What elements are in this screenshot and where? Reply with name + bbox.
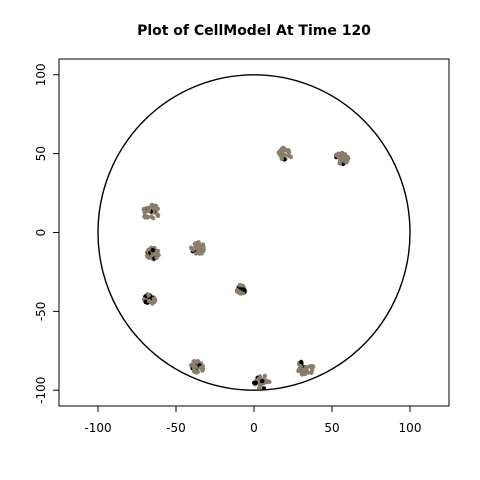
cell-cluster <box>296 359 316 377</box>
cell-point <box>310 364 316 369</box>
cell-point <box>155 213 160 218</box>
y-tick-label: 50 <box>34 146 48 161</box>
x-tick-label: 50 <box>324 421 339 435</box>
cell-point <box>197 248 202 253</box>
cell-cluster <box>141 292 158 306</box>
cell-point <box>193 251 199 256</box>
cell-point <box>253 380 258 386</box>
cell-point <box>142 209 147 214</box>
cell-cluster <box>144 245 161 262</box>
cell-point <box>299 359 304 365</box>
cell-point <box>200 366 206 372</box>
x-tick-label: 0 <box>250 421 258 435</box>
cell-point <box>150 248 156 253</box>
cell-point <box>345 156 351 161</box>
cell-point <box>304 366 309 371</box>
cell-point <box>190 247 195 252</box>
cell-point <box>145 215 150 220</box>
y-tick-label: 0 <box>34 229 48 237</box>
cell-point <box>340 152 345 158</box>
x-tick-label: -100 <box>84 421 111 435</box>
cell-point <box>191 359 196 364</box>
cell-point <box>146 298 152 304</box>
plot-frame <box>58 58 450 407</box>
cell-point <box>194 359 200 365</box>
cell-point <box>197 244 202 249</box>
cell-cluster <box>188 240 206 256</box>
cell-point <box>257 385 262 390</box>
cell-point <box>337 161 342 166</box>
y-tick-label: -100 <box>34 377 48 404</box>
cell-point <box>242 287 247 293</box>
cell-point <box>286 153 292 159</box>
cell-point <box>153 203 158 208</box>
cell-point <box>191 363 196 369</box>
cell-point <box>146 293 151 298</box>
boundary-circle <box>97 74 411 391</box>
cell-cluster <box>333 150 351 167</box>
cell-point <box>298 364 303 369</box>
cell-point <box>302 371 308 377</box>
cell-point <box>192 241 198 246</box>
cell-point <box>200 242 206 247</box>
x-tick-label: -50 <box>166 421 186 435</box>
cell-point <box>144 253 150 258</box>
cell-point <box>239 290 244 295</box>
cell-point <box>195 369 200 374</box>
cell-point <box>260 378 265 384</box>
cell-cluster <box>252 373 272 391</box>
cell-cluster <box>141 202 161 221</box>
cell-point <box>152 298 158 304</box>
cell-point <box>154 255 159 260</box>
cell-point <box>336 151 341 156</box>
cell-point <box>151 215 156 221</box>
cell-point <box>145 205 151 211</box>
cell-point <box>285 148 290 153</box>
cell-point <box>261 386 267 391</box>
y-tick-label: -50 <box>34 302 48 322</box>
cell-point <box>278 148 283 153</box>
chart-title: Plot of CellModel At Time 120 <box>137 23 371 39</box>
y-tick-label: 100 <box>34 63 48 86</box>
cell-point <box>191 369 197 374</box>
cell-cluster <box>276 145 293 162</box>
cell-point <box>279 153 284 158</box>
x-tick-label: 100 <box>399 421 422 435</box>
cell-point <box>309 370 314 375</box>
cell-point <box>149 202 155 208</box>
cell-point <box>234 288 240 293</box>
cell-point <box>237 283 242 288</box>
cell-point <box>342 158 347 164</box>
cell-cluster <box>189 359 206 375</box>
cell-cluster <box>234 283 248 296</box>
